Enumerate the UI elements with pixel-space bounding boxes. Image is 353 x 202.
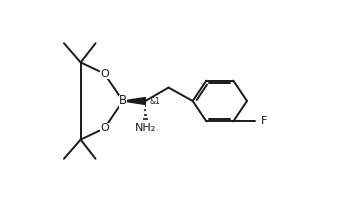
Text: B: B xyxy=(119,95,127,107)
Text: &1: &1 xyxy=(149,97,160,105)
Text: O: O xyxy=(100,69,109,79)
Text: NH₂: NH₂ xyxy=(135,123,156,133)
Polygon shape xyxy=(123,98,145,104)
Text: F: F xyxy=(261,116,267,126)
Text: O: O xyxy=(100,123,109,133)
